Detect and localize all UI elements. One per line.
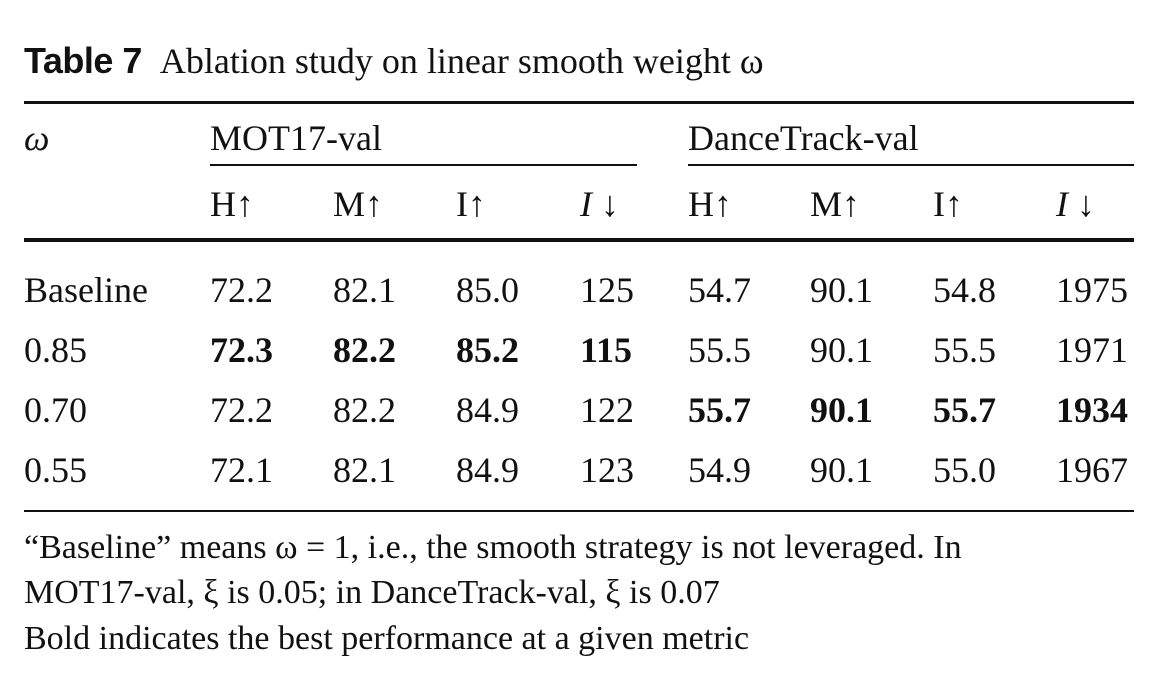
table-cell: 1971 <box>1056 330 1128 370</box>
top-rule <box>24 101 1134 104</box>
metric-header: I ↓ <box>1056 184 1095 224</box>
table-cell: 84.9 <box>456 450 519 490</box>
table-cell-best: 55.7 <box>933 390 996 430</box>
row-label-header: ω <box>24 118 50 158</box>
bottom-rule <box>24 510 1134 512</box>
table-cell-best: 85.2 <box>456 330 519 370</box>
metric-header: I↑ <box>933 184 963 224</box>
table-title: Ablation study on linear smooth weight ω <box>159 41 764 81</box>
table-cell: 90.1 <box>810 330 873 370</box>
table-cell: 55.0 <box>933 450 996 490</box>
table-number: Table 7 <box>24 40 142 81</box>
table-cell: 85.0 <box>456 270 519 310</box>
table-cell: 125 <box>580 270 634 310</box>
table-cell: 82.1 <box>333 270 396 310</box>
header-rule <box>24 238 1134 242</box>
metric-header: I ↓ <box>580 184 619 224</box>
mot17-group-rule <box>210 164 637 166</box>
table-cell: 54.9 <box>688 450 751 490</box>
table-cell: 90.1 <box>810 450 873 490</box>
table-cell-best: 115 <box>580 330 633 370</box>
table-cell: 122 <box>580 390 634 430</box>
row-label: 0.85 <box>24 330 87 370</box>
table-cell-best: 82.2 <box>333 330 396 370</box>
metric-header: H↑ <box>210 184 254 224</box>
table-cell-best: 55.7 <box>688 390 751 430</box>
row-label: 0.55 <box>24 450 87 490</box>
row-label: 0.70 <box>24 390 87 430</box>
table-cell: 55.5 <box>933 330 996 370</box>
table-cell: 82.2 <box>333 390 396 430</box>
table-note: Bold indicates the best performance at a… <box>24 620 750 657</box>
table-cell: 123 <box>580 450 634 490</box>
group-header-dancetrack: DanceTrack-val <box>688 118 919 158</box>
table-cell: 72.2 <box>210 270 273 310</box>
table-caption: Table 7 Ablation study on linear smooth w… <box>24 40 764 82</box>
dancetrack-group-rule <box>688 164 1134 166</box>
table-cell: 54.8 <box>933 270 996 310</box>
table-cell: 54.7 <box>688 270 751 310</box>
table-cell-best: 90.1 <box>810 390 873 430</box>
table-cell: 72.2 <box>210 390 273 430</box>
table-cell: 82.1 <box>333 450 396 490</box>
table-note: MOT17-val, ξ is 0.05; in DanceTrack-val,… <box>24 574 720 611</box>
group-header-mot17: MOT17-val <box>210 118 382 158</box>
metric-header: M↑ <box>810 184 861 224</box>
table-cell-best: 1934 <box>1056 390 1128 430</box>
table-cell: 90.1 <box>810 270 873 310</box>
table-cell: 55.5 <box>688 330 751 370</box>
table-cell: 1975 <box>1056 270 1128 310</box>
table-cell: 72.1 <box>210 450 273 490</box>
metric-header: M↑ <box>333 184 384 224</box>
table-note: “Baseline” means ω = 1, i.e., the smooth… <box>24 529 962 566</box>
metric-header: H↑ <box>688 184 732 224</box>
row-label: Baseline <box>24 270 148 310</box>
metric-header: I↑ <box>456 184 486 224</box>
table-cell-best: 72.3 <box>210 330 273 370</box>
table-cell: 84.9 <box>456 390 519 430</box>
table-cell: 1967 <box>1056 450 1128 490</box>
